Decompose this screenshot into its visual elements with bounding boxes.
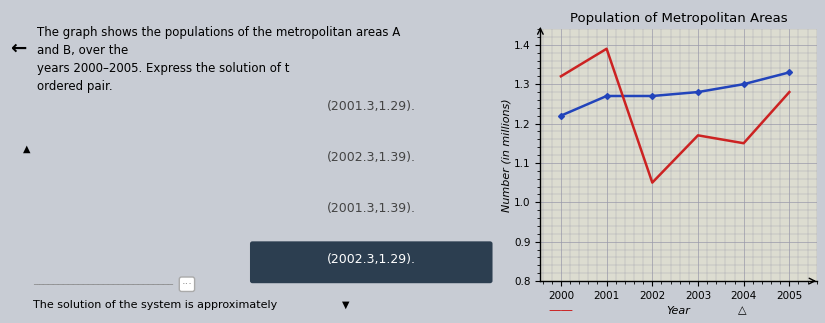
Text: (2001.3,1.39).: (2001.3,1.39). [327,202,416,215]
Text: ···: ··· [182,279,192,289]
Text: △: △ [738,305,747,315]
Text: ▼: ▼ [342,300,350,310]
Text: ▲: ▲ [23,144,31,153]
Title: Population of Metropolitan Areas: Population of Metropolitan Areas [570,12,787,25]
X-axis label: Year: Year [667,306,691,316]
Text: ────────────────────────────: ──────────────────────────── [33,280,173,289]
Text: The graph shows the populations of the metropolitan areas A
and B, over the
year: The graph shows the populations of the m… [37,26,400,93]
Text: (2002.3,1.29).: (2002.3,1.29). [327,254,416,266]
Y-axis label: Number (in millions): Number (in millions) [502,98,512,212]
Text: The solution of the system is approximately: The solution of the system is approximat… [33,300,277,310]
Text: ——: —— [549,304,573,317]
Text: (2002.3,1.39).: (2002.3,1.39). [327,151,416,164]
Text: ←: ← [10,39,26,58]
FancyBboxPatch shape [250,241,493,283]
Text: (2001.3,1.29).: (2001.3,1.29). [327,100,416,113]
